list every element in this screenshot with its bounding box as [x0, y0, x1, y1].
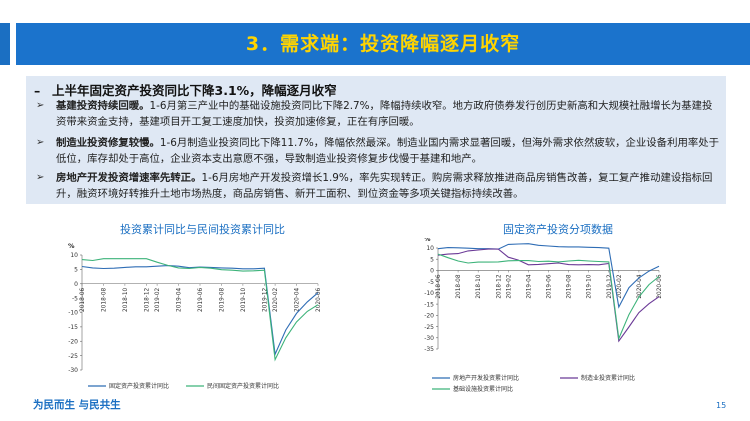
x-tick-label: 2019-08	[219, 287, 225, 312]
legend-label-0: 房地产开发投资累计同比	[453, 374, 519, 382]
slide-title: 3．需求端：投资降幅逐月收窄	[245, 33, 521, 55]
x-tick-label: 2020-04	[637, 274, 643, 299]
title-bar: 3．需求端：投资降幅逐月收窄	[0, 23, 750, 65]
bullet-bold: 房地产开发投资增速率先转正。	[56, 172, 202, 184]
x-tick-label: 2019-12	[262, 287, 268, 312]
investment-yoy-chart: % 10 5 0 -5 -10 -15 -20 -25 -30 2018-06 2018-08 2018…	[68, 242, 322, 390]
x-tick-label: 2019-08	[567, 274, 573, 299]
x-tick-label: 2020-02	[273, 287, 279, 312]
legend-label-1: 民间固定资产投资累计同比	[207, 382, 279, 390]
x-tick-label: 2018-08	[456, 274, 462, 299]
series-line-1	[437, 248, 660, 343]
y-tick-label: -20	[68, 338, 78, 345]
series-line-0	[437, 243, 660, 309]
x-tick-label: 2018-12	[496, 274, 502, 299]
headline-text: 上半年固定资产投资同比下降3.1%，降幅逐月收窄	[52, 83, 337, 98]
legend-label-2: 基础设施投资累计同比	[453, 385, 513, 393]
title-band	[16, 23, 750, 65]
x-tick-label: 2019-10	[241, 287, 247, 312]
x-tick-label: 2019-02	[155, 287, 161, 312]
y-unit-label: %	[424, 238, 431, 243]
arrow-bullet-icon: ➢	[36, 137, 45, 148]
summary-headline: – 上半年固定资产投资同比下降3.1%，降幅逐月收窄	[34, 83, 337, 98]
x-tick-label: 2018-10	[476, 274, 482, 299]
bullet-infrastructure: ➢ 基建投资持续回暖。1-6月第三产业中的基础设施投资同比下降2.7%，降幅持续…	[36, 98, 720, 130]
bullet-text: 1-6月第三产业中的基础设施投资同比下降2.7%，降幅持续收窄。地方政府债券发行…	[56, 100, 713, 128]
bullet-text: 1-6月房地产开发投资增长1.9%，率先实现转正。购房需求释放推进商品房销售改善…	[56, 172, 713, 200]
y-tick-label: -10	[68, 310, 78, 317]
x-tick-label: 2019-06	[547, 274, 553, 299]
y-tick-label: -25	[424, 324, 434, 331]
legend-label-0: 固定资产投资累计同比	[109, 382, 169, 390]
y-tick-label: -5	[428, 279, 434, 286]
y-tick-label: -35	[424, 346, 434, 353]
y-tick-label: 5	[430, 256, 434, 263]
x-tick-label: 2018-12	[144, 287, 150, 312]
bullet-bold: 基建投资持续回暖。	[56, 100, 150, 112]
x-tick-label: 2018-10	[123, 287, 129, 312]
x-tick-label: 2018-08	[101, 287, 107, 312]
x-tick-label: 2020-06	[657, 274, 663, 299]
series-line-1	[81, 258, 319, 362]
x-tick-label: 2020-04	[295, 287, 301, 312]
arrow-bullet-icon: ➢	[36, 100, 45, 111]
x-tick-label: 2020-06	[316, 287, 322, 312]
page-number: 15	[716, 401, 727, 410]
x-tick-label: 2020-02	[617, 274, 623, 299]
y-tick-label: 0	[430, 268, 434, 275]
y-tick-label: 0	[74, 281, 78, 288]
y-tick-label: -30	[424, 335, 434, 342]
arrow-bullet-icon: ➢	[36, 172, 45, 183]
x-tick-label: 2019-04	[177, 287, 183, 312]
legend-label-1: 制造业投资累计同比	[581, 374, 635, 382]
y-tick-label: -15	[68, 324, 78, 331]
y-tick-label: -30	[68, 367, 78, 374]
x-tick-label: 2019-02	[506, 274, 512, 299]
footer-slogan: 为民而生 与民共生	[33, 399, 121, 411]
bullet-text: 1-6月制造业投资同比下降11.7%，降幅依然最深。制造业国内需求显著回暖，但海…	[56, 137, 720, 165]
y-tick-label: -25	[68, 353, 78, 360]
series-line-2	[437, 253, 660, 341]
y-tick-label: 5	[74, 267, 78, 274]
title-accent-stripe	[0, 23, 10, 65]
bullet-real-estate: ➢ 房地产开发投资增速率先转正。1-6月房地产开发投资增长1.9%，率先实现转正…	[36, 170, 720, 202]
chart1-title: 投资累计同比与民间投资累计同比	[120, 223, 285, 236]
bullet-bold: 制造业投资修复较慢。	[56, 137, 160, 149]
y-tick-label: -15	[424, 301, 434, 308]
y-tick-label: 10	[426, 245, 434, 252]
y-unit-label: %	[68, 242, 75, 250]
y-tick-label: 10	[70, 252, 78, 259]
x-tick-label: 2018-06	[436, 274, 442, 299]
y-tick-label: -10	[424, 290, 434, 297]
investment-breakdown-chart: % 10 5 0 -5 -10 -15 -20 -25 -30 -35 2018-06 2018-08 2…	[424, 238, 663, 393]
summary-box: – 上半年固定资产投资同比下降3.1%，降幅逐月收窄 ➢ 基建投资持续回暖。1-6…	[26, 76, 726, 204]
y-tick-label: -20	[424, 313, 434, 320]
x-tick-label: 2019-10	[587, 274, 593, 299]
x-tick-label: 2019-04	[526, 274, 532, 299]
y-tick-label: -5	[72, 295, 78, 302]
x-tick-label: 2019-06	[198, 287, 204, 312]
x-tick-label: 2019-12	[607, 274, 613, 299]
chart2-title: 固定资产投资分项数据	[503, 223, 613, 236]
x-tick-label: 2018-06	[80, 287, 86, 312]
bullet-manufacturing: ➢ 制造业投资修复较慢。1-6月制造业投资同比下降11.7%，降幅依然最深。制造…	[36, 135, 720, 167]
